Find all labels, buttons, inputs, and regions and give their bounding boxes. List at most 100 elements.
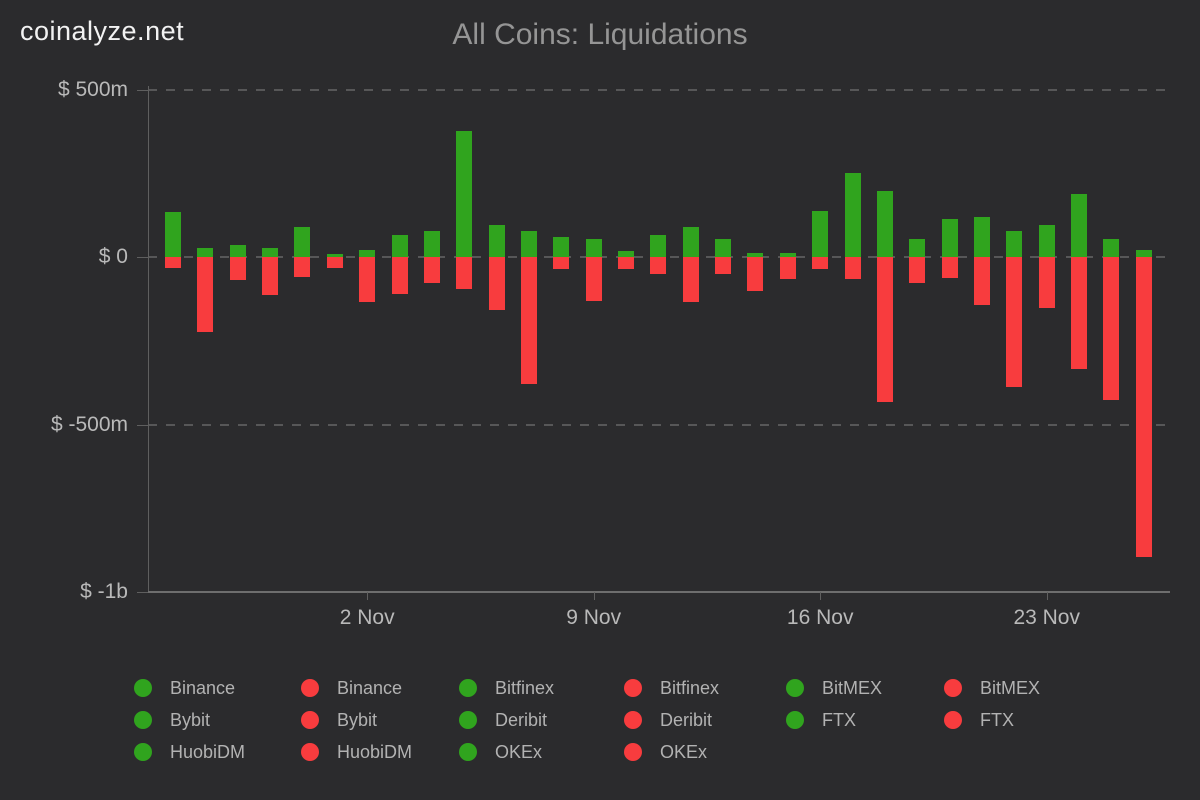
legend-column: Binance Bybit HuobiDM [134, 672, 245, 768]
bar-negative-23-nov[interactable] [1038, 257, 1055, 308]
legend-item-binance-red[interactable]: Binance [301, 672, 412, 704]
bar-negative-14-nov[interactable] [747, 257, 764, 292]
legend-dot-red-icon [624, 679, 642, 697]
bar-negative-24-nov[interactable] [1071, 257, 1088, 370]
bar-negative-19-nov[interactable] [909, 257, 926, 284]
bar-positive-28-oct[interactable] [197, 248, 214, 258]
bar-positive-13-nov[interactable] [715, 239, 732, 258]
bar-negative-28-oct[interactable] [197, 257, 214, 332]
legend-dot-green-icon [786, 711, 804, 729]
legend-item-label: Binance [337, 677, 403, 698]
bar-negative-22-nov[interactable] [1006, 257, 1023, 387]
y-axis-tick [137, 257, 149, 259]
y-axis-line [148, 86, 149, 593]
legend-item-bitmex-green[interactable]: BitMEX [786, 672, 882, 704]
bar-positive-19-nov[interactable] [909, 239, 926, 258]
bar-negative-6-nov[interactable] [488, 257, 505, 310]
bar-positive-7-nov[interactable] [520, 231, 537, 258]
bar-positive-5-nov[interactable] [456, 130, 473, 258]
bar-negative-7-nov[interactable] [520, 257, 537, 384]
legend-dot-red-icon [301, 743, 319, 761]
bar-negative-16-nov[interactable] [812, 257, 829, 270]
bar-negative-10-nov[interactable] [618, 257, 635, 270]
x-axis-tick [593, 592, 595, 600]
legend-item-bitfinex-green[interactable]: Bitfinex [459, 672, 554, 704]
bar-positive-29-oct[interactable] [229, 245, 246, 258]
bar-negative-31-oct[interactable] [294, 257, 311, 278]
legend-item-okex-green[interactable]: OKEx [459, 736, 554, 768]
bar-positive-9-nov[interactable] [585, 239, 602, 258]
bar-positive-30-oct[interactable] [262, 248, 279, 258]
bar-positive-25-nov[interactable] [1103, 239, 1120, 258]
bar-positive-31-oct[interactable] [294, 227, 311, 258]
bar-negative-2-nov[interactable] [359, 257, 376, 302]
legend-item-deribit-red[interactable]: Deribit [624, 704, 719, 736]
y-axis-label: $ 500m [57, 78, 128, 101]
bar-positive-11-nov[interactable] [650, 235, 667, 258]
bar-negative-18-nov[interactable] [876, 257, 893, 402]
bar-positive-8-nov[interactable] [553, 237, 570, 258]
bar-positive-24-nov[interactable] [1071, 193, 1088, 258]
bar-negative-25-nov[interactable] [1103, 257, 1120, 400]
legend-item-label: Deribit [495, 709, 548, 730]
y-gridline [148, 423, 1170, 426]
legend-item-label: FTX [980, 709, 1014, 730]
legend-item-binance-green[interactable]: Binance [134, 672, 245, 704]
legend-dot-green-icon [134, 711, 152, 729]
legend-item-deribit-green[interactable]: Deribit [459, 704, 554, 736]
coinalyze-logo[interactable]: coinalyze.net [20, 16, 185, 46]
y-axis-label: $ 0 [98, 245, 128, 269]
bar-positive-12-nov[interactable] [682, 227, 699, 258]
bar-negative-3-nov[interactable] [391, 257, 408, 295]
bar-negative-26-nov[interactable] [1135, 257, 1152, 557]
legend-item-ftx-red[interactable]: FTX [944, 704, 1040, 736]
bar-negative-30-oct[interactable] [262, 257, 279, 296]
y-axis-label: $ -1b [80, 580, 128, 603]
bar-positive-14-nov[interactable] [747, 253, 764, 258]
bar-negative-13-nov[interactable] [715, 257, 732, 275]
bar-positive-20-nov[interactable] [941, 219, 958, 258]
y-axis-label: $ -500m [50, 412, 128, 436]
bar-positive-1-nov[interactable] [326, 254, 343, 258]
bar-negative-17-nov[interactable] [844, 257, 861, 280]
bar-positive-23-nov[interactable] [1038, 225, 1055, 258]
bar-positive-6-nov[interactable] [488, 225, 505, 258]
bar-positive-3-nov[interactable] [391, 235, 408, 258]
bar-negative-20-nov[interactable] [941, 257, 958, 279]
legend-item-label: Bybit [170, 709, 211, 730]
bar-positive-16-nov[interactable] [812, 211, 829, 258]
bar-positive-4-nov[interactable] [423, 231, 440, 258]
legend-item-huobidm-red[interactable]: HuobiDM [301, 736, 412, 768]
bar-negative-15-nov[interactable] [779, 257, 796, 280]
legend-item-huobidm-green[interactable]: HuobiDM [134, 736, 245, 768]
legend-dot-green-icon [134, 679, 152, 697]
legend-item-okex-red[interactable]: OKEx [624, 736, 719, 768]
legend-item-bitfinex-red[interactable]: Bitfinex [624, 672, 719, 704]
bar-positive-22-nov[interactable] [1006, 231, 1023, 258]
bar-positive-26-nov[interactable] [1135, 250, 1152, 258]
bar-positive-17-nov[interactable] [844, 172, 861, 258]
bar-negative-29-oct[interactable] [229, 257, 246, 281]
legend-item-bybit-red[interactable]: Bybit [301, 704, 412, 736]
bar-positive-15-nov[interactable] [779, 253, 796, 258]
bar-negative-11-nov[interactable] [650, 257, 667, 275]
bar-negative-21-nov[interactable] [974, 257, 990, 305]
legend-item-bybit-green[interactable]: Bybit [134, 704, 245, 736]
bar-negative-9-nov[interactable] [585, 257, 602, 301]
y-axis-tick [137, 424, 149, 426]
legend-item-ftx-green[interactable]: FTX [786, 704, 882, 736]
bar-positive-21-nov[interactable] [974, 217, 990, 258]
bar-positive-18-nov[interactable] [876, 191, 893, 258]
legend-item-bitmex-red[interactable]: BitMEX [944, 672, 1040, 704]
bar-negative-8-nov[interactable] [553, 257, 570, 270]
bar-positive-10-nov[interactable] [618, 251, 635, 258]
legend-dot-green-icon [134, 743, 152, 761]
bar-negative-27-oct[interactable] [165, 257, 181, 269]
bar-positive-2-nov[interactable] [359, 250, 376, 258]
bar-negative-5-nov[interactable] [456, 257, 473, 290]
bar-negative-12-nov[interactable] [682, 257, 699, 302]
legend-dot-red-icon [301, 679, 319, 697]
bar-negative-4-nov[interactable] [423, 257, 440, 284]
bar-positive-27-oct[interactable] [165, 212, 181, 258]
bar-negative-1-nov[interactable] [326, 257, 343, 269]
